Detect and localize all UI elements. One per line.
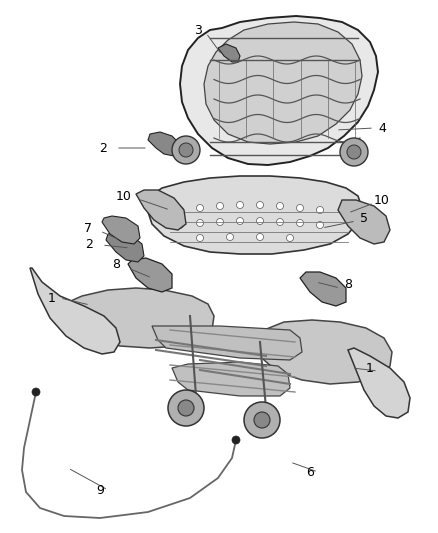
Polygon shape <box>338 200 390 244</box>
Text: 4: 4 <box>378 122 386 134</box>
Polygon shape <box>136 190 186 230</box>
Text: 8: 8 <box>344 279 352 292</box>
Circle shape <box>244 402 280 438</box>
Circle shape <box>237 201 244 208</box>
Text: 2: 2 <box>99 141 107 155</box>
Polygon shape <box>254 320 392 384</box>
Text: 6: 6 <box>306 465 314 479</box>
Circle shape <box>297 220 304 227</box>
Circle shape <box>216 219 223 225</box>
Circle shape <box>257 233 264 240</box>
Circle shape <box>197 205 204 212</box>
Circle shape <box>226 233 233 240</box>
Text: 5: 5 <box>360 212 368 224</box>
Polygon shape <box>180 16 378 165</box>
Text: 1: 1 <box>366 361 374 375</box>
Circle shape <box>347 145 361 159</box>
Text: 2: 2 <box>85 238 93 252</box>
Circle shape <box>172 136 200 164</box>
Text: 1: 1 <box>48 292 56 304</box>
Polygon shape <box>148 132 180 156</box>
Circle shape <box>178 400 194 416</box>
Polygon shape <box>56 288 214 348</box>
Circle shape <box>177 222 184 229</box>
Polygon shape <box>102 216 140 244</box>
Circle shape <box>237 217 244 224</box>
Circle shape <box>197 220 204 227</box>
Circle shape <box>32 388 40 396</box>
Circle shape <box>168 390 204 426</box>
Circle shape <box>254 412 270 428</box>
Circle shape <box>317 206 324 214</box>
Text: 8: 8 <box>112 259 120 271</box>
Circle shape <box>179 143 193 157</box>
Polygon shape <box>172 362 290 396</box>
Polygon shape <box>30 268 120 354</box>
Circle shape <box>232 436 240 444</box>
Polygon shape <box>106 232 144 262</box>
Text: 10: 10 <box>374 193 390 206</box>
Polygon shape <box>128 258 172 292</box>
Circle shape <box>297 205 304 212</box>
Text: 7: 7 <box>84 222 92 235</box>
Polygon shape <box>204 22 362 144</box>
Circle shape <box>340 138 368 166</box>
Polygon shape <box>148 176 362 254</box>
Circle shape <box>317 222 324 229</box>
Polygon shape <box>218 44 240 62</box>
Polygon shape <box>300 272 346 306</box>
Circle shape <box>286 235 293 241</box>
Text: 3: 3 <box>194 23 202 36</box>
Polygon shape <box>348 348 410 418</box>
Circle shape <box>276 219 283 225</box>
Circle shape <box>257 201 264 208</box>
Text: 10: 10 <box>116 190 132 203</box>
Circle shape <box>216 203 223 209</box>
Circle shape <box>257 217 264 224</box>
Text: 9: 9 <box>96 483 104 497</box>
Circle shape <box>177 206 184 214</box>
Polygon shape <box>152 326 302 360</box>
Circle shape <box>276 203 283 209</box>
Circle shape <box>197 235 204 241</box>
